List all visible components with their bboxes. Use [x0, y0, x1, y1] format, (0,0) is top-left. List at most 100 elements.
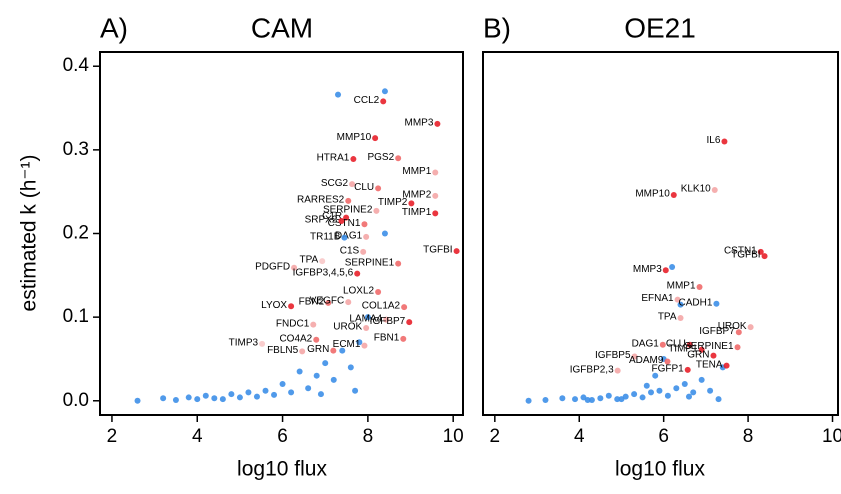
- data-point: [721, 138, 728, 145]
- data-point: [453, 248, 460, 255]
- point-label: EFNA1: [641, 293, 674, 304]
- data-point: [400, 335, 407, 342]
- data-point: [339, 347, 346, 354]
- point-label: TIMP1: [402, 207, 432, 218]
- data-point: [202, 392, 209, 399]
- data-point: [341, 234, 348, 241]
- data-point: [313, 372, 320, 379]
- data-point: [236, 394, 243, 401]
- data-point: [648, 389, 655, 396]
- data-point: [319, 258, 326, 265]
- data-point: [360, 248, 367, 255]
- data-point: [408, 200, 415, 207]
- x-tick-label: 10: [443, 426, 464, 447]
- data-point: [345, 299, 352, 306]
- point-label: FBN2: [299, 297, 325, 308]
- point-label: FBN1: [374, 333, 400, 344]
- point-label: SERPINE2: [323, 205, 373, 216]
- point-label: IGFBP7: [370, 316, 406, 327]
- point-label: PGS2: [367, 152, 394, 163]
- y-axis-label: estimated k (h⁻¹): [18, 155, 41, 312]
- data-point: [685, 393, 692, 400]
- point-label: TIMP2: [378, 197, 408, 208]
- data-point: [291, 264, 298, 271]
- data-point: [288, 303, 295, 310]
- data-point: [347, 364, 354, 371]
- data-point: [605, 392, 612, 399]
- x-axis-label: log10 flux: [615, 458, 705, 481]
- data-point: [310, 321, 317, 328]
- point-label: MMP1: [402, 166, 431, 177]
- point-label: SERPINE1: [345, 257, 395, 268]
- data-point: [383, 316, 390, 323]
- data-point: [757, 248, 764, 255]
- y-tick-label: 0.3: [63, 139, 89, 160]
- point-label: TIMP3: [229, 338, 259, 349]
- data-point: [373, 207, 380, 214]
- point-label: CLU: [666, 338, 686, 349]
- data-point: [352, 387, 359, 394]
- data-point: [698, 346, 705, 353]
- plot-frame: [482, 51, 839, 416]
- data-point: [559, 395, 566, 402]
- data-point: [677, 314, 684, 321]
- data-point: [259, 340, 266, 347]
- data-point: [432, 169, 439, 176]
- y-tick-label: 0.2: [63, 223, 89, 244]
- data-point: [614, 396, 621, 403]
- point-label: IL6: [707, 135, 721, 146]
- data-point: [395, 260, 402, 267]
- data-point: [361, 221, 368, 228]
- point-label: KLK10: [681, 184, 711, 195]
- data-point: [296, 368, 303, 375]
- data-point: [618, 396, 625, 403]
- data-point: [690, 389, 697, 396]
- x-tick-label: 2: [490, 426, 501, 447]
- data-point: [262, 387, 269, 394]
- data-point: [664, 392, 671, 399]
- data-point: [696, 284, 703, 291]
- point-label: MMP10: [337, 132, 372, 143]
- point-label: SERPINE1: [684, 341, 734, 352]
- point-label: MMP3: [633, 264, 662, 275]
- data-point: [343, 214, 350, 221]
- point-label: COL1A2: [362, 301, 401, 312]
- data-point: [194, 396, 201, 403]
- data-point: [313, 336, 320, 343]
- data-point: [673, 385, 680, 392]
- point-label: MMP1: [667, 281, 696, 292]
- data-point: [711, 187, 718, 194]
- point-label: GRN: [307, 344, 329, 355]
- point-label: MMP2: [402, 190, 431, 201]
- point-label: MMP10: [635, 189, 670, 200]
- data-point: [349, 181, 356, 188]
- data-point: [330, 347, 337, 354]
- point-label: IGFBP5: [595, 350, 631, 361]
- point-label: IGFBP3,4,5,6: [293, 267, 354, 278]
- point-label: CO4A2: [279, 333, 312, 344]
- data-point: [677, 301, 684, 308]
- data-point: [299, 348, 306, 355]
- point-label: CLU: [354, 182, 374, 193]
- point-label: CADH1: [679, 297, 713, 308]
- data-point: [363, 325, 370, 332]
- point-label: VEGFC: [310, 296, 344, 307]
- data-point: [395, 155, 402, 162]
- data-point: [670, 192, 677, 199]
- x-tick-label: 4: [574, 426, 585, 447]
- point-label: DAG1: [335, 230, 363, 241]
- data-point: [631, 353, 638, 360]
- data-point: [643, 382, 650, 389]
- data-point: [669, 263, 676, 270]
- data-point: [354, 270, 361, 277]
- data-point: [713, 300, 720, 307]
- data-point: [228, 391, 235, 398]
- point-label: RARRES2: [297, 195, 345, 206]
- data-point: [597, 395, 604, 402]
- data-point: [172, 396, 179, 403]
- data-point: [363, 233, 370, 240]
- data-point: [271, 391, 278, 398]
- point-label: ECM1: [333, 339, 361, 350]
- data-point: [322, 360, 329, 367]
- point-label: C1S: [340, 246, 360, 257]
